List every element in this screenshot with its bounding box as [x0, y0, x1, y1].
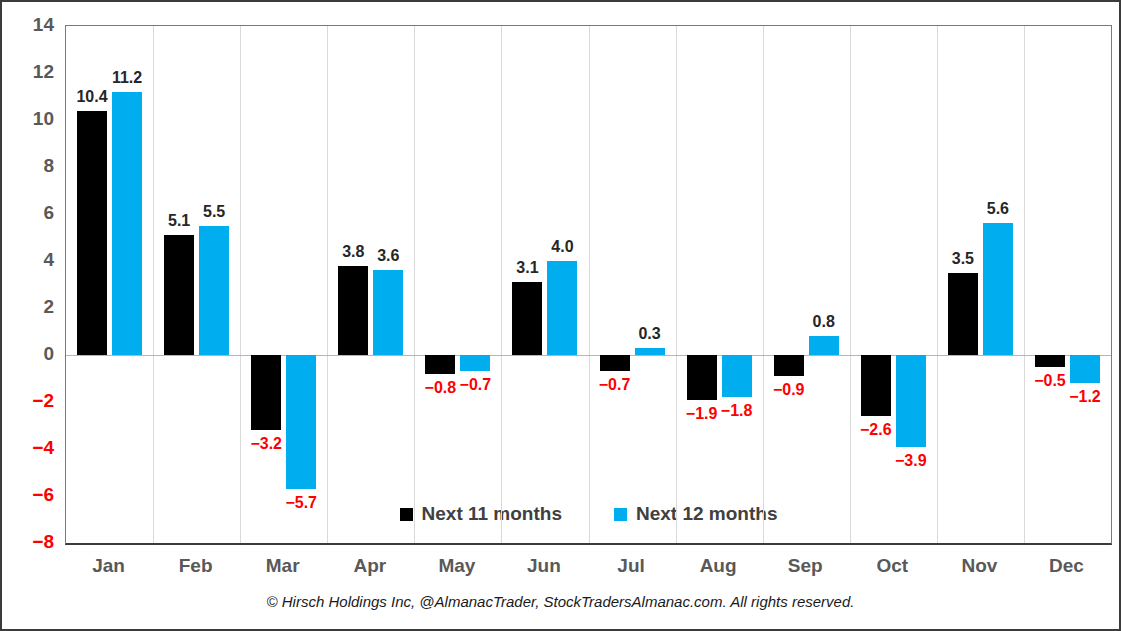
bar-value-label: 5.5 — [181, 202, 247, 222]
bar-next-12-months-jun — [547, 261, 577, 355]
bar-next-12-months-apr — [373, 270, 403, 355]
x-axis-label-mar: Mar — [239, 555, 326, 577]
x-axis-label-oct: Oct — [849, 555, 936, 577]
x-axis-label-aug: Aug — [675, 555, 762, 577]
copyright-footer: © Hirsch Holdings Inc, @AlmanacTrader, S… — [2, 593, 1119, 610]
bar-next-12-months-oct — [896, 355, 926, 447]
bar-next-12-months-jan — [112, 92, 142, 355]
bar-next-12-months-sep — [809, 336, 839, 355]
gridline — [327, 26, 328, 543]
x-axis-label-dec: Dec — [1023, 555, 1110, 577]
bar-value-label: −0.9 — [756, 380, 822, 400]
bar-next-11-months-jan — [77, 111, 107, 355]
bar-value-label: −1.8 — [704, 401, 770, 421]
y-axis-tick-label: −8 — [6, 531, 54, 553]
y-axis-tick-label: 6 — [6, 202, 54, 224]
bar-next-11-months-dec — [1035, 355, 1065, 367]
bar-next-11-months-oct — [861, 355, 891, 416]
bar-value-label: 5.6 — [965, 199, 1031, 219]
bar-value-label: 11.2 — [94, 68, 160, 88]
plot-area: Next 11 monthsNext 12 months 10.411.25.1… — [65, 25, 1112, 545]
chart-frame: S&P 500 Outperformance - Up Month versus… — [0, 0, 1121, 631]
bar-next-12-months-may — [460, 355, 490, 371]
y-axis-tick-label: 14 — [6, 14, 54, 36]
x-axis-label-may: May — [413, 555, 500, 577]
y-axis-tick-label: 0 — [6, 343, 54, 365]
bar-value-label: −5.7 — [268, 493, 334, 513]
y-axis-tick-label: 2 — [6, 296, 54, 318]
bar-next-12-months-jul — [635, 348, 665, 355]
bar-next-11-months-may — [425, 355, 455, 374]
x-axis-label-jun: Jun — [500, 555, 587, 577]
bar-value-label: −3.9 — [878, 451, 944, 471]
bar-next-11-months-mar — [251, 355, 281, 430]
legend-label: Next 12 months — [636, 503, 777, 525]
bar-next-12-months-feb — [199, 226, 229, 355]
gridline — [240, 26, 241, 543]
gridline — [676, 26, 677, 543]
bar-value-label: 3.6 — [355, 246, 421, 266]
legend-label: Next 11 months — [422, 503, 562, 525]
bar-next-11-months-jun — [512, 282, 542, 355]
bar-value-label: −0.7 — [442, 375, 508, 395]
y-axis-tick-label: 12 — [6, 61, 54, 83]
gridline — [501, 26, 502, 543]
bar-next-11-months-nov — [948, 273, 978, 355]
bar-value-label: −1.2 — [1052, 387, 1118, 407]
bar-next-11-months-feb — [164, 235, 194, 355]
gridline — [153, 26, 154, 543]
gridline — [763, 26, 764, 543]
y-axis-tick-label: −4 — [6, 437, 54, 459]
x-axis-label-sep: Sep — [762, 555, 849, 577]
gridline — [850, 26, 851, 543]
zero-axis-line — [66, 355, 1111, 356]
bar-next-12-months-mar — [286, 355, 316, 489]
x-axis-label-apr: Apr — [326, 555, 413, 577]
bar-value-label: 0.8 — [791, 312, 857, 332]
y-axis-tick-label: 4 — [6, 249, 54, 271]
legend-swatch — [614, 508, 627, 521]
legend-item-next-12-months: Next 12 months — [614, 503, 777, 525]
x-axis-label-jan: Jan — [65, 555, 152, 577]
bar-value-label: 4.0 — [529, 237, 595, 257]
legend-item-next-11-months: Next 11 months — [400, 503, 562, 525]
bar-next-12-months-dec — [1070, 355, 1100, 383]
x-axis-label-nov: Nov — [936, 555, 1023, 577]
bar-value-label: 0.3 — [617, 324, 683, 344]
legend-swatch — [400, 508, 413, 521]
y-axis-tick-label: 8 — [6, 155, 54, 177]
bar-next-12-months-nov — [983, 223, 1013, 355]
y-axis-tick-label: 10 — [6, 108, 54, 130]
x-axis-label-feb: Feb — [152, 555, 239, 577]
bar-next-11-months-jul — [600, 355, 630, 371]
gridline — [589, 26, 590, 543]
bar-next-11-months-sep — [774, 355, 804, 376]
bar-next-11-months-apr — [338, 266, 368, 355]
bar-next-11-months-aug — [687, 355, 717, 400]
bar-next-12-months-aug — [722, 355, 752, 397]
x-axis-label-jul: Jul — [588, 555, 675, 577]
y-axis-tick-label: −6 — [6, 484, 54, 506]
gridline — [414, 26, 415, 543]
y-axis-tick-label: −2 — [6, 390, 54, 412]
bar-value-label: −0.7 — [582, 375, 648, 395]
gridline — [1024, 26, 1025, 543]
